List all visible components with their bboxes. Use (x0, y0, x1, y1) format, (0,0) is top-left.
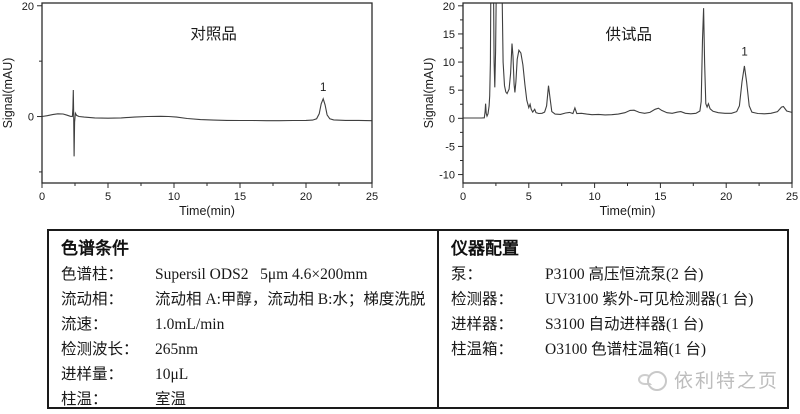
y-axis-title: Signal(mAU) (1, 58, 15, 129)
x-tick-label: 0 (39, 191, 45, 203)
row-value: P3100 高压恒流泵(2 台) (545, 266, 704, 283)
x-tick-label: 0 (460, 191, 466, 203)
watermark-text: 依利特之页 (673, 371, 779, 392)
y-tick-label: 0 (449, 113, 455, 125)
x-tick-label: 10 (588, 191, 600, 203)
row-value: 265nm (155, 341, 199, 358)
row-value: 1.0mL/min (155, 316, 225, 333)
reference-chromatogram: 0 5 10 15 20 25 0 20 Time(min) Signal(mAU) 对照品 1 (0, 0, 400, 228)
row-value: Supersil ODS2 5μm 4.6×200mm (155, 266, 368, 283)
row-label: 柱温： (61, 391, 108, 408)
chromatography-conditions-column: 色谱条件 色谱柱： Supersil ODS2 5μm 4.6×200mm 流动… (49, 231, 439, 408)
row-label: 检测器： (451, 291, 514, 308)
row-label: 进样量： (61, 366, 124, 383)
row-label: 检测波长： (61, 341, 139, 358)
test-sample-chromatogram-svg: 0 5 10 15 20 25 -10 -5 0 5 10 15 20 Time(min) Signal(m… (422, 1, 798, 218)
x-tick-label: 25 (366, 191, 378, 203)
row-value: O3100 色谱柱温箱(1 台) (545, 341, 707, 358)
x-axis-title: Time(min) (179, 204, 235, 218)
test-sample-chromatogram: 0 5 10 15 20 25 -10 -5 0 5 10 15 20 Time(min) Signal(m… (400, 0, 800, 228)
table-row: 柱温箱： O3100 色谱柱温箱(1 台) (451, 337, 777, 362)
peak-label: 1 (741, 46, 747, 58)
table-row: 柱温： 室温 (61, 387, 427, 412)
x-tick-label: 15 (234, 191, 246, 203)
conditions-header: 色谱条件 (61, 239, 129, 258)
x-tick-label: 5 (105, 191, 111, 203)
y-tick-label: 10 (443, 57, 455, 69)
instrument-configuration-column: 仪器配置 泵： P3100 高压恒流泵(2 台) 检测器： UV3100 紫外-… (439, 231, 787, 407)
table-row: 检测器： UV3100 紫外-可见检测器(1 台) (451, 287, 777, 312)
peak-label: 1 (320, 82, 326, 94)
row-label: 流速： (61, 316, 108, 333)
table-row: 泵： P3100 高压恒流泵(2 台) (451, 262, 777, 287)
row-value: UV3100 紫外-可见检测器(1 台) (545, 291, 754, 308)
x-tick-label: 5 (526, 191, 532, 203)
row-label: 色谱柱： (61, 266, 124, 283)
configuration-header: 仪器配置 (451, 239, 519, 258)
watermark: 依利特之页 (637, 366, 779, 393)
y-axis-title: Signal(mAU) (422, 58, 436, 129)
conditions-table: 色谱条件 色谱柱： Supersil ODS2 5μm 4.6×200mm 流动… (47, 229, 789, 409)
row-value: 10μL (155, 366, 189, 383)
y-tick-label: 5 (449, 85, 455, 97)
table-row: 进样量： 10μL (61, 362, 427, 387)
watermark-logo-icon (637, 369, 668, 391)
row-label: 进样器： (451, 316, 514, 333)
row-value: S3100 自动进样器(1 台) (545, 316, 704, 333)
table-row: 流速： 1.0mL/min (61, 312, 427, 337)
trace-line (42, 89, 372, 157)
y-tick-label: -5 (445, 141, 455, 153)
y-tick-label: -10 (439, 170, 455, 182)
row-label: 柱温箱： (451, 341, 514, 358)
x-tick-label: 25 (786, 191, 798, 203)
table-row: 进样器： S3100 自动进样器(1 台) (451, 312, 777, 337)
sample-type-annotation: 供试品 (606, 26, 653, 44)
row-label: 流动相： (61, 291, 124, 308)
y-tick-label: 15 (443, 29, 455, 41)
row-value: 流动相 A:甲醇，流动相 B:水；梯度洗脱 (155, 291, 426, 308)
table-row: 检测波长： 265nm (61, 337, 427, 362)
sample-type-annotation: 对照品 (190, 25, 237, 43)
x-tick-label: 10 (168, 191, 180, 203)
x-axis-title: Time(min) (600, 204, 656, 218)
table-row: 流动相： 流动相 A:甲醇，流动相 B:水；梯度洗脱 (61, 287, 427, 312)
y-tick-label: 20 (443, 1, 455, 13)
reference-chromatogram-svg: 0 5 10 15 20 25 0 20 Time(min) Signal(mAU) 对照品 1 (1, 1, 378, 218)
x-tick-label: 20 (720, 191, 732, 203)
trace-line (463, 3, 792, 119)
row-label: 泵： (451, 266, 483, 283)
row-value: 室温 (155, 391, 187, 408)
x-tick-label: 20 (300, 191, 312, 203)
x-tick-label: 15 (654, 191, 666, 203)
y-tick-label: 0 (28, 112, 34, 124)
y-tick-label: 20 (22, 1, 34, 13)
table-row: 色谱柱： Supersil ODS2 5μm 4.6×200mm (61, 262, 427, 287)
